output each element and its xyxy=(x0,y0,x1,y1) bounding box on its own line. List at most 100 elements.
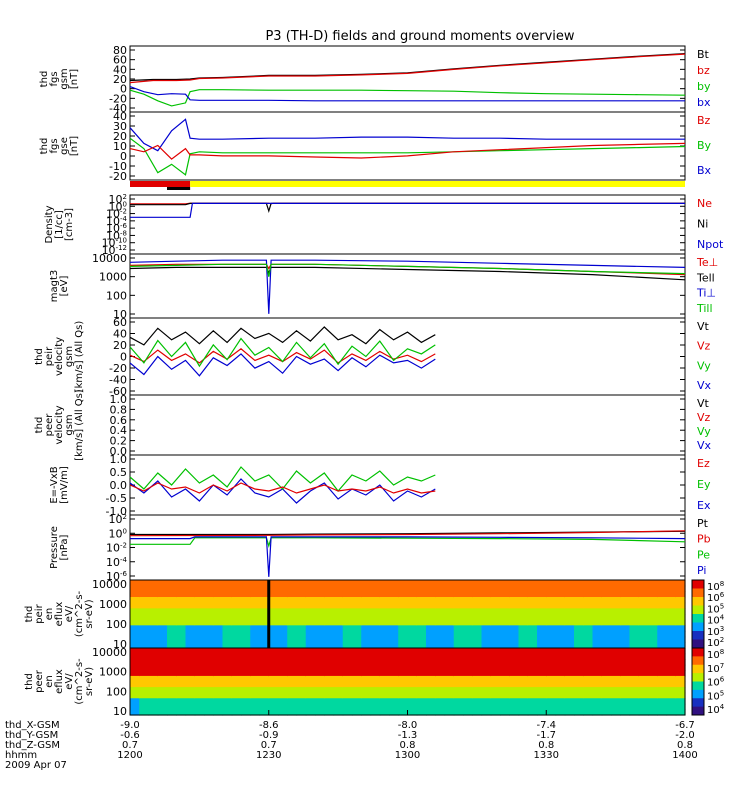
heatmap-cell xyxy=(638,709,649,716)
heatmap-cell xyxy=(259,692,270,699)
heatmap-cell xyxy=(342,681,353,688)
heatmap-cell xyxy=(629,709,640,716)
heatmap-cell xyxy=(250,664,261,671)
heatmap-cell xyxy=(564,648,575,655)
heatmap-cell xyxy=(592,664,603,671)
heatmap-cell xyxy=(472,692,483,699)
heatmap-cell xyxy=(315,653,325,660)
heatmap-cell xyxy=(352,664,362,671)
heatmap-cell xyxy=(481,619,492,626)
heatmap-cell xyxy=(574,687,584,694)
heatmap-cell xyxy=(490,687,501,694)
heatmap-cell xyxy=(278,625,288,632)
heatmap-cell xyxy=(648,608,658,615)
heatmap-cell xyxy=(176,653,187,660)
y-tick-label: 30 xyxy=(113,120,127,133)
y-axis-label: peer xyxy=(44,413,55,437)
heatmap-cell xyxy=(481,653,492,660)
legend-label: Ex xyxy=(697,499,711,512)
heatmap-cell xyxy=(555,703,566,711)
heatmap-cell xyxy=(324,687,335,694)
heatmap-cell xyxy=(657,625,668,632)
heatmap-cell xyxy=(305,614,316,621)
heatmap-cell xyxy=(435,642,446,649)
heatmap-cell xyxy=(379,636,390,643)
heatmap-cell xyxy=(481,698,492,705)
heatmap-cell xyxy=(148,670,159,677)
heatmap-cell xyxy=(213,614,224,621)
heatmap-cell xyxy=(657,591,668,598)
heatmap-cell xyxy=(592,591,603,598)
heatmap-cell xyxy=(398,580,409,587)
heatmap-cell xyxy=(305,659,316,666)
heatmap-cell xyxy=(379,625,390,632)
heatmap-cell xyxy=(389,703,399,711)
legend-label: bx xyxy=(697,96,711,109)
heatmap-cell xyxy=(675,675,686,683)
heatmap-cell xyxy=(379,580,390,587)
heatmap-cell xyxy=(407,636,418,643)
heatmap-cell xyxy=(268,585,279,592)
heatmap-cell xyxy=(675,619,686,626)
heatmap-cell xyxy=(444,687,455,694)
y-axis-label: thd xyxy=(34,348,45,365)
y-tick-label: 40 xyxy=(113,328,127,341)
heatmap-cell xyxy=(130,653,140,660)
heatmap-cell xyxy=(555,580,566,587)
heatmap-cell xyxy=(157,703,168,711)
ephemeris-value: 0.8 xyxy=(538,740,554,751)
heatmap-cell xyxy=(389,619,399,626)
heatmap-cell xyxy=(241,698,251,705)
heatmap-cell xyxy=(241,580,251,587)
heatmap-cell xyxy=(574,585,584,592)
heatmap-cell xyxy=(629,659,640,666)
heatmap-cell xyxy=(370,653,381,660)
heatmap-cell xyxy=(241,675,251,683)
heatmap-cell xyxy=(463,703,473,711)
heatmap-cell xyxy=(601,619,612,626)
heatmap-cell xyxy=(574,653,584,660)
heatmap-cell xyxy=(241,681,251,688)
heatmap-cell xyxy=(463,687,473,694)
heatmap-cell xyxy=(167,597,177,604)
heatmap-cell xyxy=(222,703,233,711)
heatmap-cell xyxy=(546,642,557,649)
y-axis-label: thd xyxy=(34,417,45,434)
heatmap-cell xyxy=(648,698,658,705)
heatmap-cell xyxy=(157,625,168,632)
heatmap-cell xyxy=(130,625,140,632)
heatmap-cell xyxy=(139,608,150,615)
heatmap-cell xyxy=(490,580,501,587)
heatmap-cell xyxy=(278,619,288,626)
heatmap-cell xyxy=(601,664,612,671)
heatmap-cell xyxy=(472,687,483,694)
heatmap-cell xyxy=(518,591,529,598)
series-Ti⊥ xyxy=(129,259,686,314)
heatmap-cell xyxy=(352,709,362,716)
legend-label: Bz xyxy=(697,114,711,127)
heatmap-cell xyxy=(629,636,640,643)
heatmap-cell xyxy=(648,619,658,626)
heatmap-cell xyxy=(472,642,483,649)
series-Bz xyxy=(129,118,685,152)
heatmap-cell xyxy=(204,692,214,699)
heatmap-cell xyxy=(241,687,251,694)
heatmap-cell xyxy=(518,619,529,626)
heatmap-cell xyxy=(648,670,658,677)
heatmap-cell xyxy=(490,614,501,621)
heatmap-cell xyxy=(537,614,547,621)
y-axis-label: (cm^2-s- xyxy=(74,658,85,705)
heatmap-cell xyxy=(537,664,547,671)
heatmap-cell xyxy=(157,698,168,705)
y-tick-label: -40 xyxy=(109,374,127,387)
heatmap-cell xyxy=(389,602,399,609)
heatmap-cell xyxy=(389,614,399,621)
heatmap-cell xyxy=(361,642,372,649)
heatmap-cell xyxy=(564,597,575,604)
heatmap-cell xyxy=(315,619,325,626)
heatmap-cell xyxy=(444,580,455,587)
heatmap-cell xyxy=(222,664,233,671)
heatmap-cell xyxy=(583,597,594,604)
heatmap-cell xyxy=(481,602,492,609)
heatmap-cell xyxy=(185,709,196,716)
